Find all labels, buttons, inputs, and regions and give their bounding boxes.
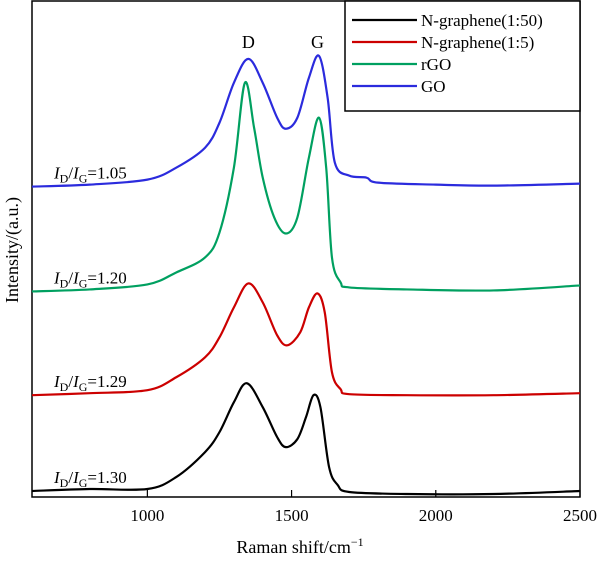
x-tick-label-0: 1000: [130, 506, 164, 525]
legend-label-1: N-graphene(1:5): [421, 33, 534, 52]
legend-label-3: GO: [421, 77, 446, 96]
series-line-1: [31, 282, 581, 397]
peak-label-D: D: [242, 32, 255, 52]
plot-frame: [31, 0, 581, 498]
x-ticks: 1000 1500 2000 2500: [130, 490, 597, 525]
legend: N-graphene(1:50) N-graphene(1:5) rGO GO: [344, 0, 581, 112]
legend-box: [344, 0, 581, 112]
ratio-label-1: ID/IG=1.29: [53, 372, 127, 394]
x-tick-label-3: 2500: [563, 506, 597, 525]
x-tick-label-1: 1500: [275, 506, 309, 525]
annotations: ID/IG=1.30 ID/IG=1.29 ID/IG=1.20 ID/IG=1.05…: [53, 32, 324, 490]
series-line-3: [31, 54, 581, 188]
series-line-0: [31, 382, 581, 496]
legend-label-0: N-graphene(1:50): [421, 11, 543, 30]
series-layer: [31, 54, 581, 496]
ratio-label-0: ID/IG=1.30: [53, 468, 127, 490]
x-tick-label-2: 2000: [419, 506, 453, 525]
y-axis-label: Intensity/(a.u.): [2, 197, 23, 303]
x-axis-label: Raman shift/cm−1: [236, 535, 363, 557]
legend-label-2: rGO: [421, 55, 451, 74]
ratio-label-3: ID/IG=1.05: [53, 164, 127, 186]
series-line-2: [31, 81, 581, 293]
ratio-label-2: ID/IG=1.20: [53, 268, 127, 290]
peak-label-G: G: [311, 32, 324, 52]
